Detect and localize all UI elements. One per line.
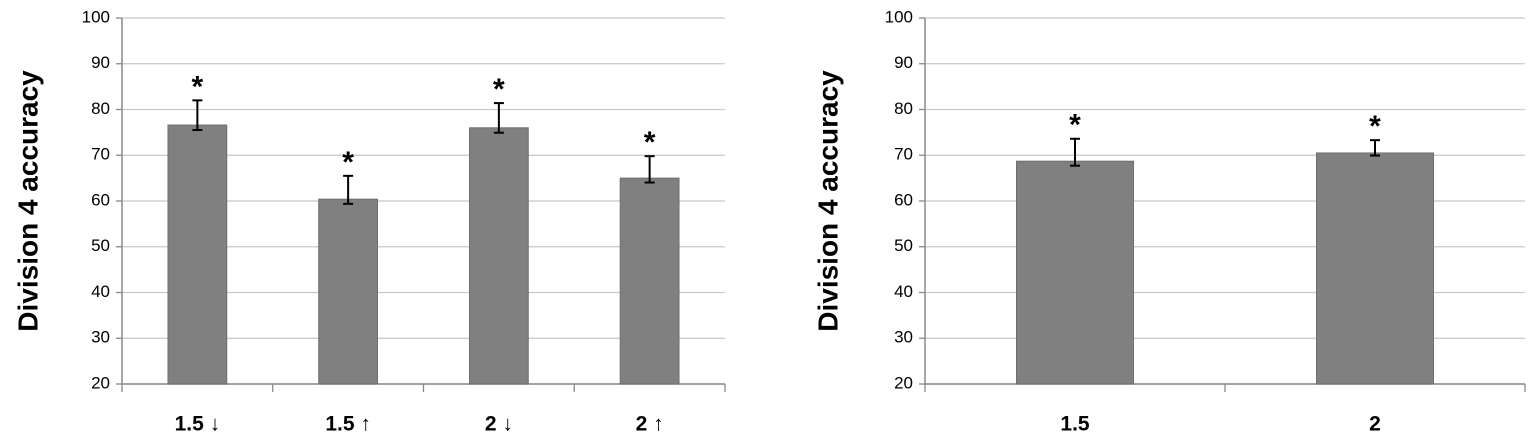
y-tick-label: 100: [82, 7, 110, 26]
error-bar: [343, 174, 354, 205]
y-tick-label: 90: [894, 53, 913, 72]
y-tick-label: 30: [894, 328, 913, 347]
y-tick-label: 40: [894, 282, 913, 301]
y-tick-label: 70: [894, 145, 913, 164]
bar: [468, 127, 529, 385]
y-tick-label: 30: [91, 328, 110, 347]
y-tick-label: 80: [91, 99, 110, 118]
x-tick-label: 1.5: [1060, 413, 1090, 436]
error-bar: [192, 99, 203, 131]
y-tick-label: 100: [885, 7, 913, 26]
bar: [1016, 160, 1134, 385]
error-bar: [1070, 137, 1080, 167]
y-tick-label: 60: [91, 190, 110, 209]
bar: [1316, 152, 1434, 385]
annotation: *: [342, 146, 354, 179]
x-tick-label: 2: [1369, 413, 1381, 436]
y-tick-label: 60: [894, 190, 913, 209]
y-tick-label: 20: [894, 373, 913, 392]
y-tick-label: 80: [894, 99, 913, 118]
y-tick-label: 50: [894, 236, 913, 255]
annotation: *: [644, 126, 656, 159]
y-tick-label: 90: [91, 53, 110, 72]
annotation: *: [1369, 110, 1381, 143]
annotation: *: [1069, 109, 1081, 142]
y-axis-label: Division 4 accuracy: [812, 70, 843, 332]
x-tick-label: 2 ↓: [485, 413, 513, 436]
x-tick-label: 2 ↑: [636, 413, 664, 436]
error-bar: [1370, 139, 1380, 157]
annotation: *: [192, 70, 204, 103]
x-tick-label: 1.5 ↓: [175, 413, 221, 436]
y-tick-label: 40: [91, 282, 110, 301]
y-tick-label: 50: [91, 236, 110, 255]
y-tick-label: 20: [91, 373, 110, 392]
x-tick-label: 1.5 ↑: [325, 413, 371, 436]
y-tick-label: 70: [91, 145, 110, 164]
error-bar: [644, 155, 655, 184]
bar: [318, 198, 379, 385]
annotation: *: [493, 73, 505, 106]
error-bar: [493, 102, 504, 134]
bar: [167, 124, 228, 385]
bar: [619, 177, 680, 385]
y-axis-label: Division 4 accuracy: [12, 70, 43, 332]
